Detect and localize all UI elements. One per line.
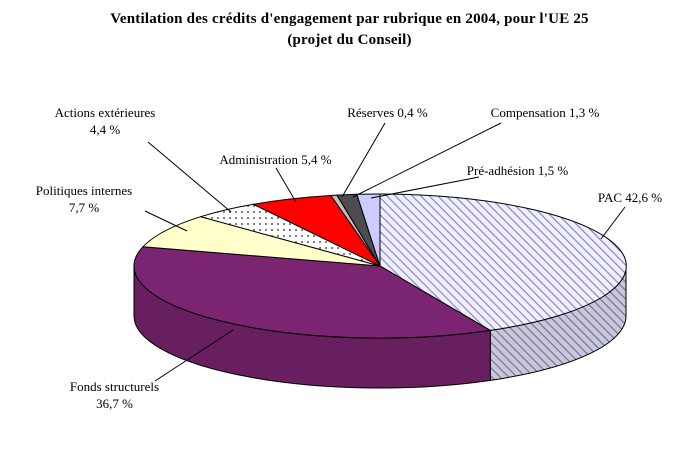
slice-label-administration: Administration 5,4 % <box>198 151 353 168</box>
slice-value-text: 7,7 % <box>68 200 100 215</box>
leader-line-fonds-structurels <box>154 329 234 382</box>
pie-slice-pac <box>379 193 627 331</box>
pie-slice-politiques-internes <box>141 216 381 267</box>
chart-title-line2: (projet du Conseil) <box>287 32 412 48</box>
slice-label-text: Pré-adhésion 1,5 % <box>466 163 569 178</box>
leader-line-administration <box>275 167 297 203</box>
leader-line-reserves <box>341 122 386 198</box>
pie-slice-fonds-structurels <box>133 246 492 339</box>
slice-label-reserves: Réserves 0,4 % <box>330 104 445 121</box>
slice-label-fonds-structurels: Fonds structurels 36,7 % <box>52 378 177 412</box>
slice-label-text: Politiques internes <box>35 183 133 198</box>
pie-rim-shade-pac <box>490 266 627 381</box>
slice-label-text: Administration 5,4 % <box>219 152 332 167</box>
slice-value-text: 4,4 % <box>89 122 121 137</box>
slice-label-compensation: Compensation 1,3 % <box>475 104 615 121</box>
slice-value-text: 36,7 % <box>96 396 133 411</box>
slice-label-text: Actions extérieures <box>54 105 156 120</box>
leader-line-politiques-internes <box>144 210 188 232</box>
leader-lines <box>144 122 626 382</box>
slice-label-text: PAC 42,6 % <box>597 190 663 205</box>
slice-label-text: Réserves 0,4 % <box>347 105 428 120</box>
pie-slices <box>133 193 627 389</box>
slice-label-pac: PAC 42,6 % <box>580 189 680 206</box>
slice-label-politiques-internes: Politiques internes 7,7 % <box>18 182 150 216</box>
chart-title: Ventilation des crédits d'engagement par… <box>0 9 699 51</box>
leader-line-pre-adhesion <box>370 176 480 199</box>
slice-label-actions-exterieures: Actions extérieures 4,4 % <box>42 104 168 138</box>
leader-line-compensation <box>352 122 502 198</box>
leader-line-pac <box>600 206 626 240</box>
chart-title-line1: Ventilation des crédits d'engagement par… <box>110 11 589 27</box>
slice-label-text: Compensation 1,3 % <box>490 105 600 120</box>
leader-line-actions-exterieures <box>147 141 232 213</box>
slice-label-pre-adhesion: Pré-adhésion 1,5 % <box>450 162 585 179</box>
pie-rim-shade-fonds-structurels <box>133 266 491 389</box>
pie-slice-pre-adhesion <box>356 193 381 267</box>
slice-label-text: Fonds structurels <box>69 379 160 394</box>
